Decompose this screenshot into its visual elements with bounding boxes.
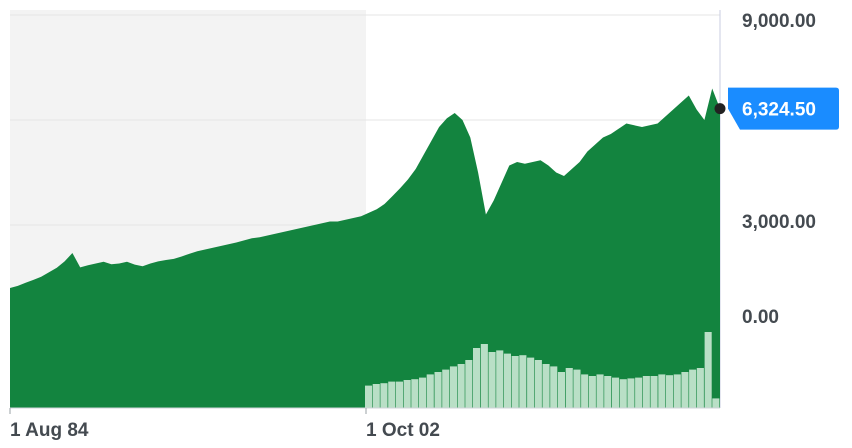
volume-bar — [596, 374, 604, 408]
volume-bar — [365, 385, 373, 408]
volume-bar — [542, 364, 550, 408]
volume-bar — [712, 398, 720, 408]
y-tick-label: 0.00 — [742, 307, 779, 328]
volume-bar — [488, 352, 496, 408]
x-tick-label: 1 Aug 84 — [10, 420, 89, 441]
volume-bar — [573, 369, 581, 408]
price-area — [10, 88, 720, 408]
volume-bar — [480, 344, 488, 408]
volume-bar — [503, 353, 511, 408]
volume-bar — [635, 377, 643, 408]
volume-bar — [557, 372, 565, 408]
volume-bar — [380, 383, 388, 408]
volume-bar — [627, 378, 635, 408]
y-tick-label: 9,000.00 — [742, 11, 816, 32]
volume-bar — [372, 384, 380, 408]
volume-bar — [565, 368, 573, 408]
volume-bar — [434, 372, 442, 408]
volume-bar — [666, 375, 674, 408]
volume-bar — [388, 381, 396, 408]
volume-bar — [619, 379, 627, 408]
y-tick-label: 3,000.00 — [742, 212, 816, 233]
x-tick-label: 1 Oct 02 — [366, 420, 440, 441]
volume-bar — [658, 374, 666, 408]
volume-bar — [403, 380, 411, 408]
volume-bar — [411, 379, 419, 408]
volume-bar — [511, 356, 519, 408]
volume-bar — [395, 381, 403, 408]
volume-bar — [457, 364, 465, 408]
volume-bar — [588, 376, 596, 408]
volume-bar — [642, 376, 650, 408]
volume-bar — [449, 366, 457, 408]
volume-bar — [426, 374, 434, 408]
volume-bar — [527, 357, 535, 408]
volume-bar — [473, 348, 481, 408]
volume-bar — [612, 377, 620, 408]
volume-bar — [419, 377, 427, 408]
volume-bar — [519, 355, 527, 408]
volume-bar — [550, 366, 558, 408]
volume-bar — [442, 369, 450, 408]
volume-bar — [650, 376, 658, 408]
volume-bar — [465, 360, 473, 408]
volume-bar — [604, 376, 612, 408]
volume-bar — [696, 368, 704, 408]
volume-bar — [581, 374, 589, 408]
volume-bar — [689, 369, 697, 408]
last-value-label: 6,324.50 — [742, 100, 816, 121]
last-value-badge — [728, 87, 839, 130]
last-value-marker — [714, 103, 726, 115]
volume-bar — [673, 374, 681, 408]
volume-bar — [496, 350, 504, 408]
volume-bar — [534, 360, 542, 408]
volume-bar — [704, 332, 712, 408]
volume-bar — [681, 372, 689, 408]
